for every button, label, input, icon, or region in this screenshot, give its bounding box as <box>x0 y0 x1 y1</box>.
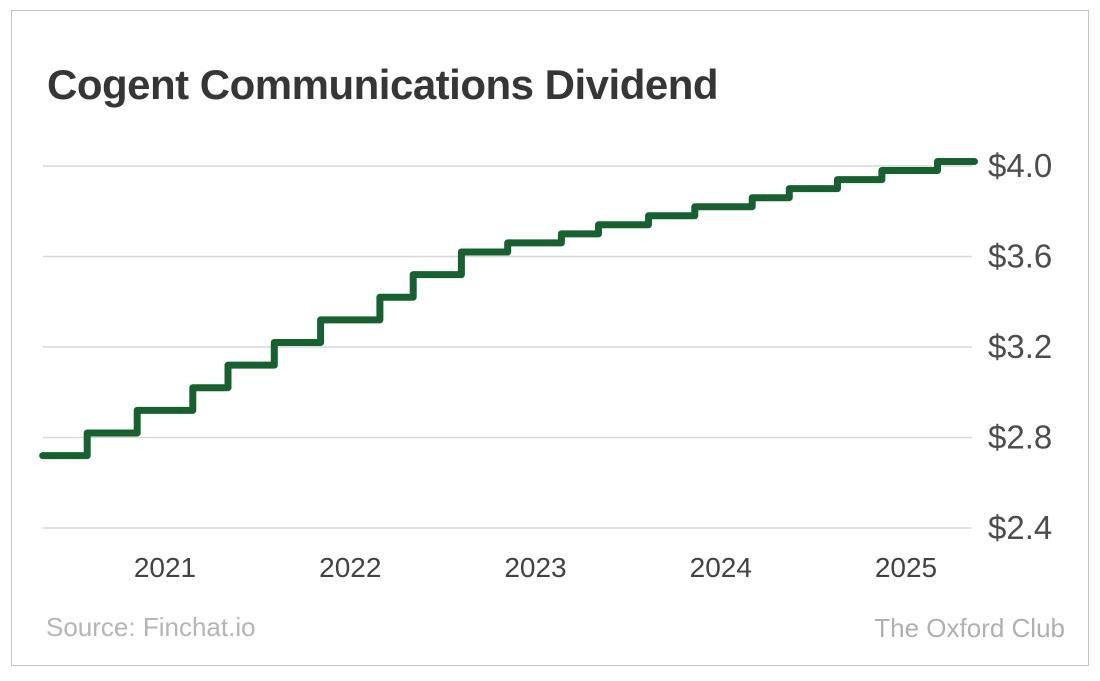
page-title: Cogent Communications Dividend <box>47 61 719 108</box>
y-tick-label: $2.8 <box>988 419 1052 456</box>
source-label: Source: Finchat.io <box>46 612 256 642</box>
y-tick-label: $3.2 <box>988 328 1052 365</box>
x-tick-label: 2021 <box>134 552 196 583</box>
x-tick-label: 2025 <box>875 552 937 583</box>
x-tick-label: 2023 <box>504 552 566 583</box>
dividend-line <box>39 158 978 460</box>
y-tick-label: $2.4 <box>988 509 1052 546</box>
attribution-label: The Oxford Club <box>874 613 1065 643</box>
x-tick-label: 2024 <box>690 552 752 583</box>
y-tick-label: $3.6 <box>988 238 1052 275</box>
card-border <box>11 10 1089 666</box>
y-tick-label: $4.0 <box>988 147 1052 184</box>
x-tick-label: 2022 <box>319 552 381 583</box>
